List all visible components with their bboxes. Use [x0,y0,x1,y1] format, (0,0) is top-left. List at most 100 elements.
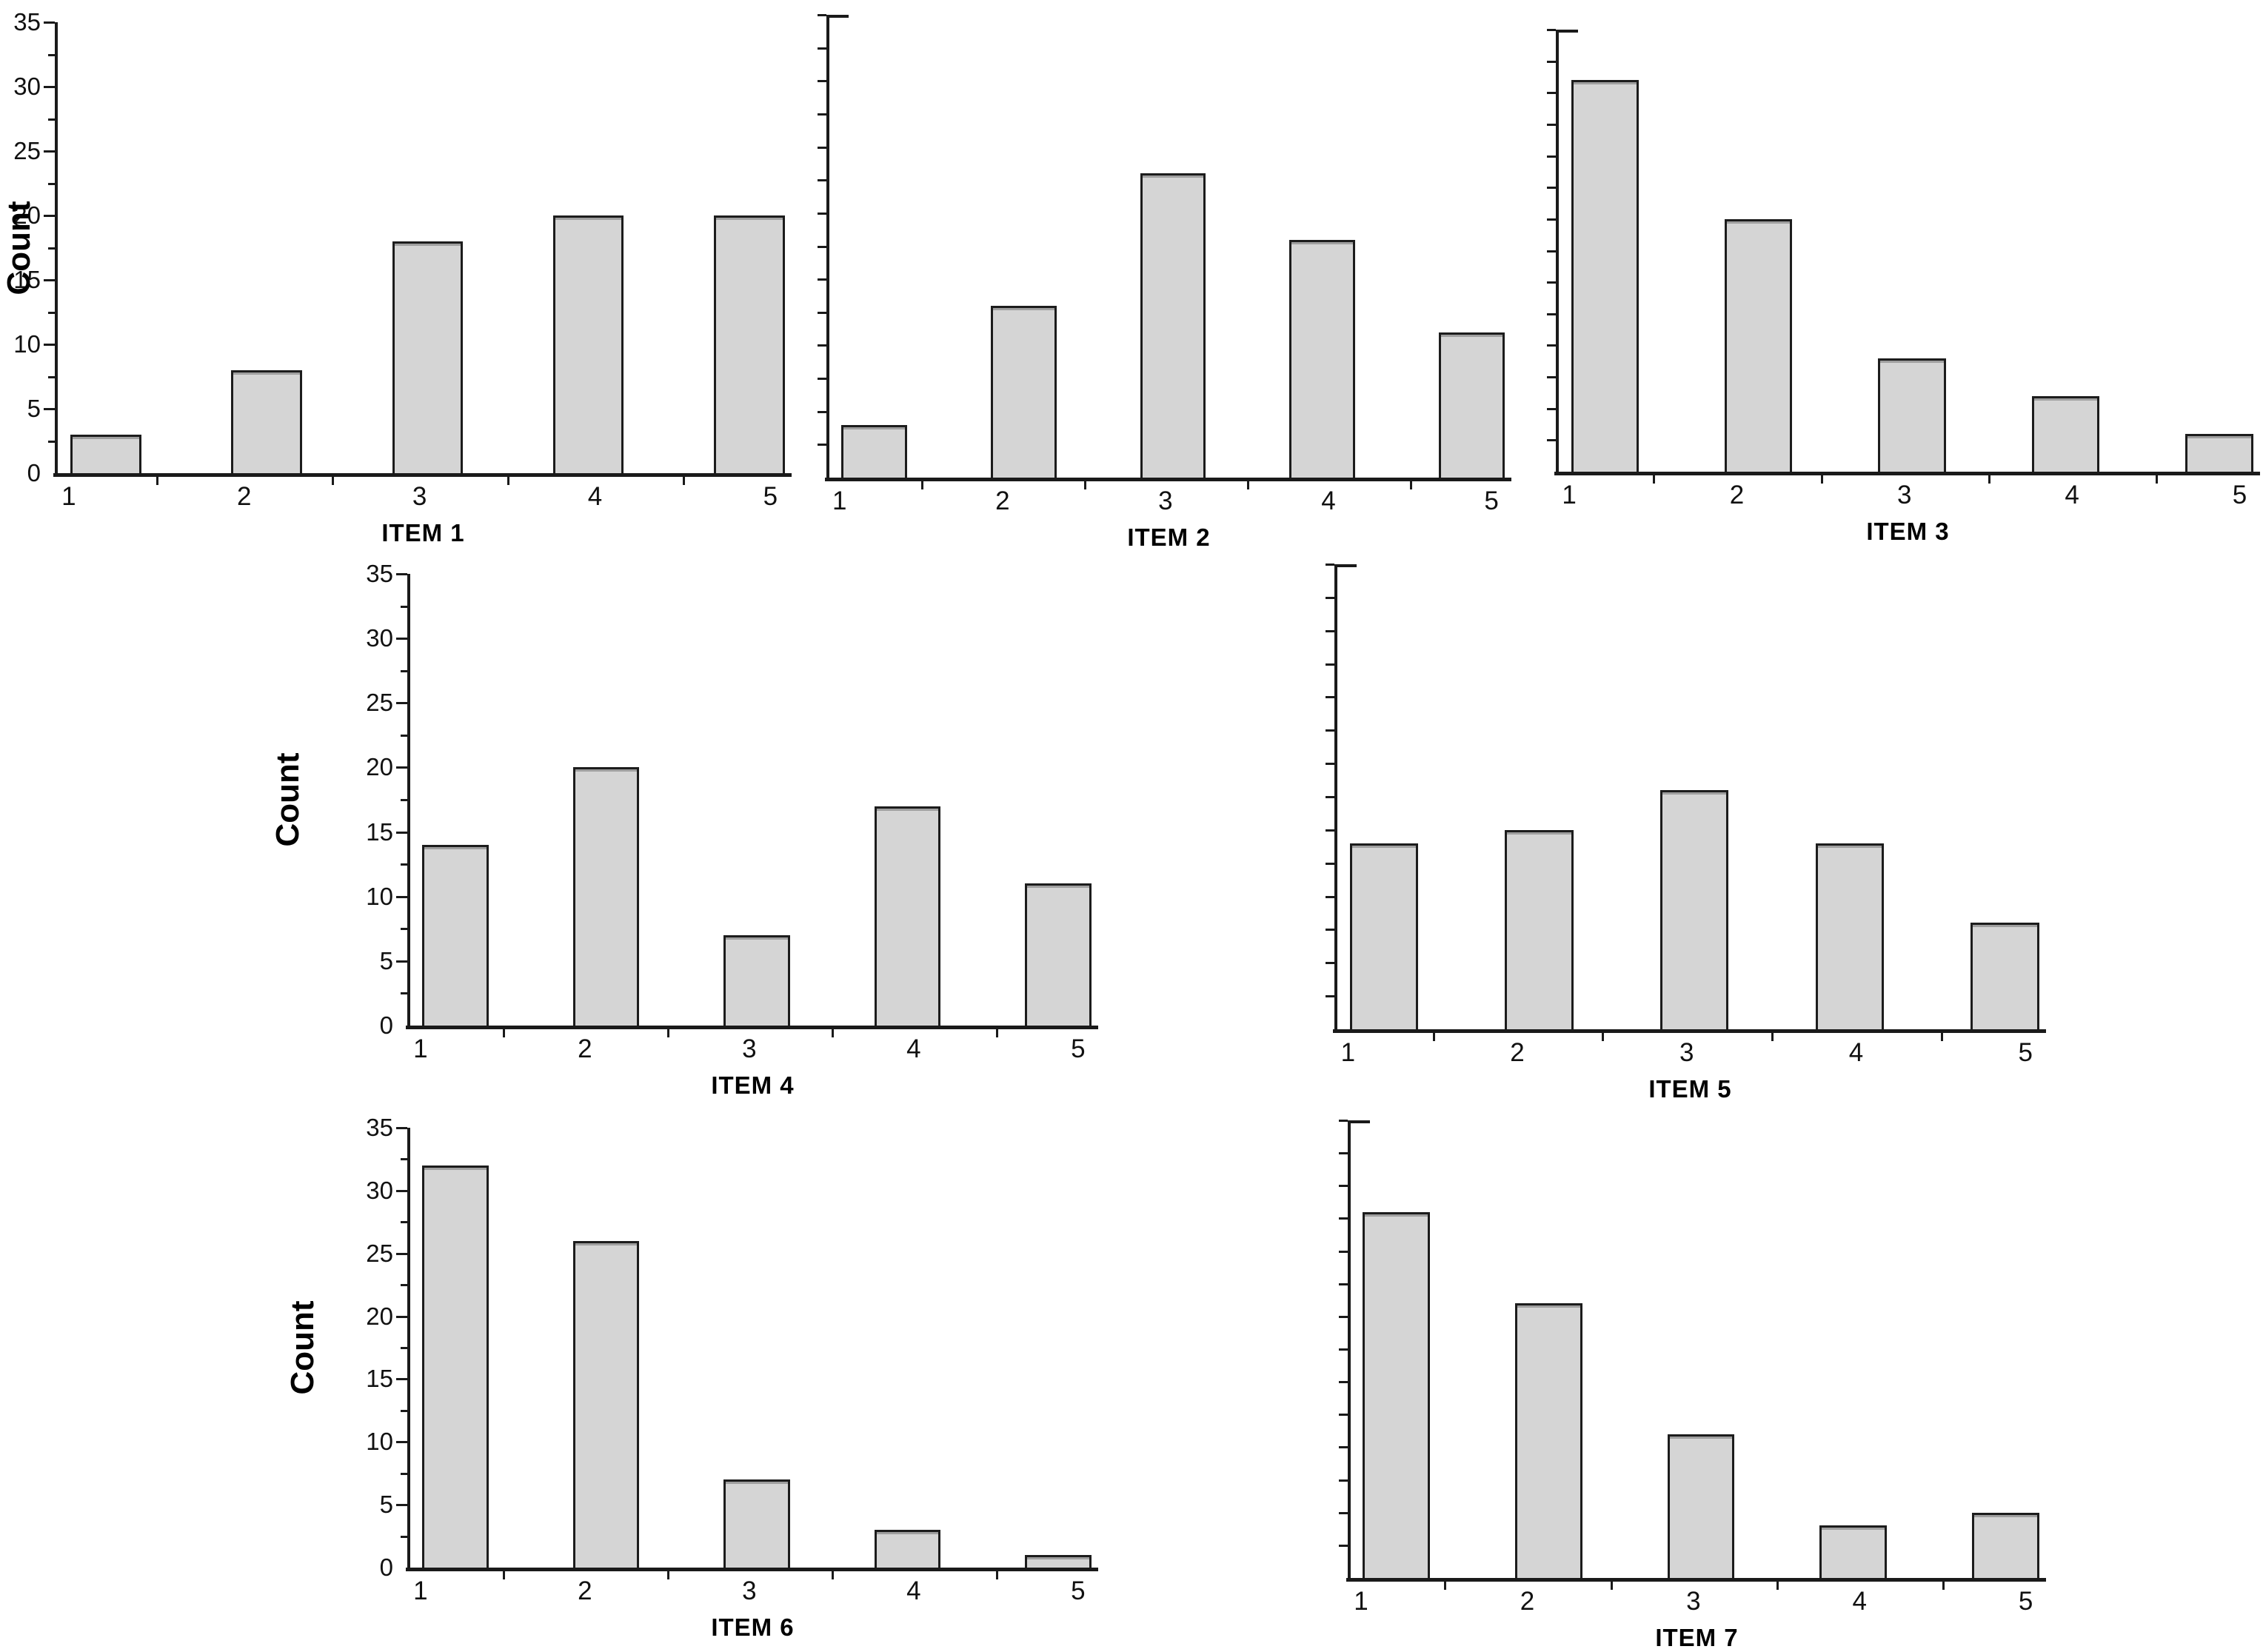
y-tick [1339,1217,1348,1220]
y-tick [1339,1414,1348,1417]
y-minor-tick [401,1347,407,1349]
chart-title: ITEM 2 [1127,524,1211,551]
x-tick-label: 4 [1321,486,1336,515]
x-tick-label: 1 [1354,1587,1368,1616]
x-tick-label: 3 [1158,486,1173,515]
x-tick-label: 4 [906,1576,921,1605]
y-major-tick [396,1189,407,1192]
y-tick [1326,962,1334,965]
x-tick-label: 1 [1340,1038,1356,1067]
y-tick-label: 20 [366,753,393,781]
y-tick [818,14,826,16]
bar-category-4 [552,215,624,473]
y-minor-tick [401,928,407,931]
bar-category-3 [1659,790,1729,1029]
chart-title: ITEM 4 [711,1071,795,1099]
y-tick [1326,995,1334,998]
chart-item-2: 1 2 3 4 5 ITEM 2 [818,14,1511,551]
y-tick [818,146,826,149]
x-tick-label: 2 [1520,1587,1535,1616]
y-minor-tick [401,1535,407,1538]
y-major-tick [396,1315,407,1318]
y-minor-tick [401,1221,407,1224]
y-tick [818,212,826,215]
y-tick [818,444,826,447]
x-tick-label: 2 [578,1576,592,1605]
bar-category-3 [1878,358,1946,472]
y-axis-spine [826,15,829,478]
y-tick [1547,312,1556,315]
chart-title: ITEM 6 [711,1613,795,1641]
axis-top-cap [826,15,849,18]
y-tick [1547,407,1556,410]
bar-category-5 [1025,883,1092,1026]
y-tick [1326,929,1334,932]
bar-category-3 [1667,1434,1735,1578]
y-tick [1547,60,1556,63]
chart-title: ITEM 1 [381,519,465,546]
chart-item-6: 0 5 10 15 20 25 30 35 1 2 3 4 5 ITEM 6 Count [284,1115,1098,1641]
x-tick-label: 4 [587,482,603,511]
y-axis-spine [1556,30,1559,472]
x-tick [1083,481,1086,489]
x-tick [1942,1582,1945,1590]
y-major-tick [44,215,55,217]
y-tick [1547,187,1556,190]
x-tick [920,481,923,489]
y-tick [1339,1446,1348,1449]
x-tick-label: 3 [742,1034,757,1063]
bar-category-3 [723,1479,790,1568]
y-minor-tick [48,182,55,185]
chart-item-3: 1 2 3 4 5 ITEM 3 [1547,29,2260,545]
y-minor-tick [401,605,407,608]
x-axis-line [53,473,792,477]
x-tick-label: 5 [1484,486,1499,515]
y-tick [1326,663,1334,666]
y-tick [1547,376,1556,379]
y-major-tick [44,150,55,153]
y-major-tick [396,1378,407,1381]
y-major-tick [396,1252,407,1255]
x-tick-label: 3 [1686,1587,1701,1616]
y-minor-tick [401,669,407,672]
x-tick [666,1029,669,1037]
y-tick [1326,729,1334,732]
y-major-tick [396,573,407,575]
y-minor-tick [401,1472,407,1475]
x-tick [1940,1033,1943,1041]
y-tick-label: 30 [366,1176,393,1204]
x-axis-line [1554,472,2260,475]
x-tick [995,1029,998,1037]
y-axis-spine [407,574,410,1026]
x-axis-line [1346,1578,2046,1582]
chart-title: ITEM 7 [1655,1624,1739,1651]
y-tick [818,378,826,381]
y-tick-label: 0 [27,459,41,486]
y-tick-label: 35 [366,560,393,587]
y-tick [1339,1283,1348,1285]
bar-category-2 [990,305,1057,478]
x-tick-label: 5 [1071,1034,1086,1063]
y-major-tick [44,344,55,346]
y-tick [818,47,826,50]
x-tick-label: 4 [2065,481,2079,509]
y-tick [1339,1381,1348,1384]
x-tick [1432,1033,1435,1041]
y-tick [1326,829,1334,832]
axis-top-cap [1334,564,1357,567]
x-tick-label: 2 [578,1034,592,1063]
y-minor-tick [48,247,55,250]
y-tick [1547,123,1556,126]
y-tick [1326,862,1334,865]
axis-top-cap [1348,1120,1370,1123]
x-tick [1988,475,1990,484]
y-minor-tick [48,118,55,121]
bar-category-4 [1289,239,1356,478]
x-tick-label: 3 [1897,481,1912,509]
y-axis-spine [55,22,58,473]
x-tick-label: 1 [413,1576,428,1605]
y-minor-tick [48,375,55,378]
y-tick [1339,1348,1348,1351]
bar-category-4 [874,806,941,1026]
